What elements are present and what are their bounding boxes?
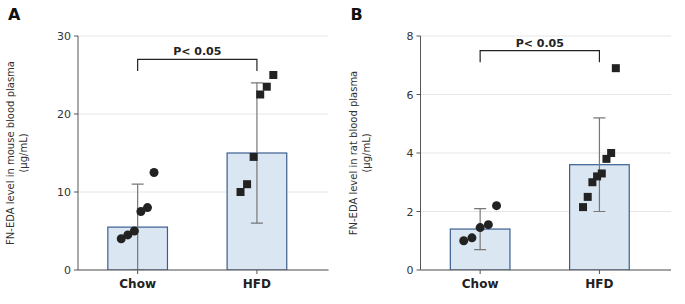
- y-tick-label: 6: [407, 89, 414, 102]
- panel: 0 2 4 6 8 P< 0.05 Chow HFD FN-EDA level in rat b…: [348, 5, 672, 291]
- x-axis: [421, 270, 672, 271]
- grid-line: [421, 270, 672, 271]
- data-point: [459, 236, 468, 245]
- significance-bracket: [480, 51, 599, 63]
- y-tick-label: 4: [407, 147, 414, 160]
- marks: [450, 51, 629, 270]
- y-axis: [78, 36, 79, 270]
- x-tick-label: HFD: [243, 277, 271, 291]
- y-tick-label: 2: [407, 206, 414, 219]
- data-point: [243, 180, 251, 188]
- data-point: [612, 64, 620, 72]
- chart-root: 0102030P< 0.05ChowHFDFN-EDA level in mou…: [0, 0, 685, 304]
- grid-line: [421, 211, 672, 212]
- y-tick: [74, 36, 78, 37]
- grid-line: [78, 114, 329, 115]
- y-axis-label: FN-EDA level in rat blood plasma(μg/mL): [348, 71, 372, 236]
- marks: [108, 59, 287, 270]
- data-point: [263, 83, 271, 91]
- x-tick: [137, 270, 138, 274]
- error-bar: [474, 209, 486, 250]
- panel: 0 10 20 30 P< 0.05 Chow HFD FN-EDA level in mou…: [5, 5, 329, 291]
- error-bar: [593, 118, 605, 212]
- grid-line: [421, 94, 672, 95]
- y-tick-label: 10: [57, 186, 71, 199]
- y-tick: [74, 114, 78, 115]
- y-tick: [417, 153, 421, 154]
- data-point: [607, 149, 615, 157]
- grid-line: [78, 36, 329, 37]
- grid-line: [78, 270, 329, 271]
- data-point: [598, 169, 606, 177]
- panel-label: B: [351, 5, 363, 24]
- data-point: [484, 220, 493, 229]
- y-tick: [417, 211, 421, 212]
- background: [0, 0, 685, 304]
- significance-label: P< 0.05: [173, 45, 221, 58]
- data-point: [467, 233, 476, 242]
- significance-bracket: [138, 59, 257, 71]
- y-tick-label: 0: [64, 264, 71, 277]
- grid-line: [421, 153, 672, 154]
- data-point: [130, 227, 139, 236]
- y-tick: [417, 94, 421, 95]
- data-point: [250, 153, 258, 161]
- y-tick: [417, 270, 421, 271]
- y-tick-label: 8: [407, 30, 414, 43]
- significance-label: P< 0.05: [516, 37, 564, 50]
- y-tick-label: 0: [407, 264, 414, 277]
- x-tick: [256, 270, 257, 274]
- y-tick: [74, 270, 78, 271]
- y-tick: [74, 192, 78, 193]
- data-point: [237, 188, 245, 196]
- data-point: [150, 168, 159, 177]
- data-point: [476, 223, 485, 232]
- data-point: [584, 193, 592, 201]
- y-axis: [420, 36, 421, 270]
- data-point: [579, 203, 587, 211]
- data-point: [492, 201, 501, 210]
- y-tick-label: 30: [57, 30, 71, 43]
- y-tick: [417, 36, 421, 37]
- data-point: [256, 91, 264, 99]
- data-point: [269, 71, 277, 79]
- data-point: [143, 203, 152, 212]
- y-tick-label: 20: [57, 108, 71, 121]
- y-axis-label: FN-EDA level in mouse blood plasma(μg/mL…: [5, 61, 29, 245]
- x-tick-label: Chow: [462, 277, 499, 291]
- x-tick-label: Chow: [119, 277, 156, 291]
- x-tick: [480, 270, 481, 274]
- grid-line: [78, 192, 329, 193]
- x-axis: [78, 270, 329, 271]
- panel-label: A: [8, 5, 21, 24]
- x-tick: [599, 270, 600, 274]
- x-tick-label: HFD: [585, 277, 613, 291]
